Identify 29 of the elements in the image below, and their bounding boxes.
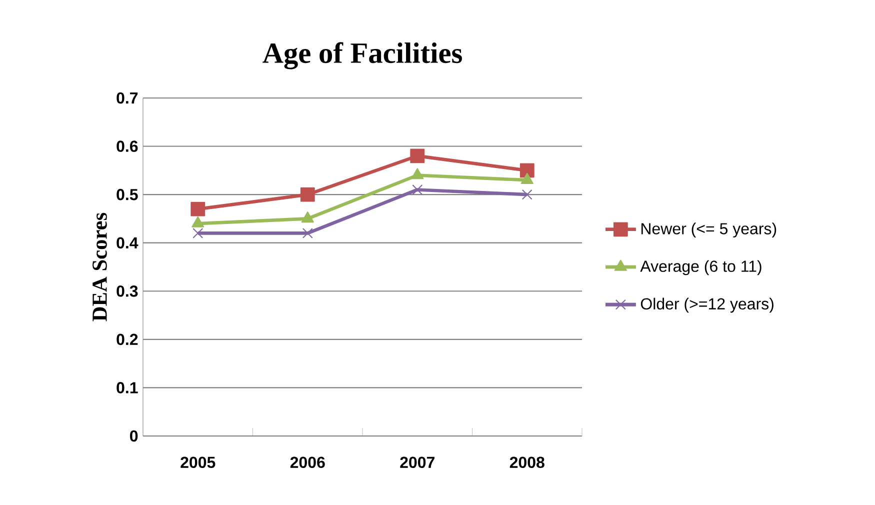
point [301,212,314,223]
y-tick-label: 0.4 [116,237,138,248]
y-tick-label: 0.6 [116,140,138,152]
point [302,228,313,238]
x-tick-label: 2005 [180,456,216,468]
y-axis-title: DEA Scores [92,212,107,322]
y-tick-label: 0 [130,430,138,442]
point [190,202,206,216]
point [192,228,204,238]
legend-label: Older (>=12 years) [640,298,774,313]
y-tick-label: 0.1 [116,382,138,394]
point [520,172,534,184]
x-tick-label: 2006 [290,456,325,468]
y-tick-label: 0.2 [116,334,138,346]
legend-label: Average (6 to 11) [640,260,762,276]
point [412,184,423,195]
x-tick-label: 2008 [510,456,544,468]
point [192,216,204,228]
chart-title: Age of Facilities [262,42,462,70]
point [300,187,315,202]
point [522,189,532,200]
legend-label: Newer (<= 5 years) [641,222,776,238]
point [411,168,424,180]
y-tick-label: 0.7 [116,92,138,104]
point [520,163,534,178]
point [410,148,425,164]
y-tick-label: 0.5 [116,188,138,200]
y-tick-label: 0.3 [116,285,138,297]
x-tick-label: 2007 [400,456,434,468]
